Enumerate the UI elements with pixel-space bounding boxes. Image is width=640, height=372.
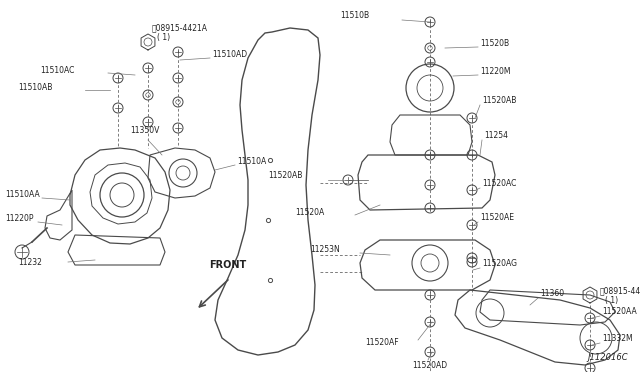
Text: 11520AB: 11520AB <box>482 96 516 105</box>
Text: 11510AB: 11510AB <box>18 83 52 92</box>
Text: 11254: 11254 <box>484 131 508 140</box>
Text: 11520AF: 11520AF <box>365 338 399 347</box>
Text: Ⓧ08915-4421A: Ⓧ08915-4421A <box>600 286 640 295</box>
Text: 11520AB: 11520AB <box>268 171 302 180</box>
Text: 11520AG: 11520AG <box>482 259 517 268</box>
Text: 11520AE: 11520AE <box>480 213 514 222</box>
Text: 11220M: 11220M <box>480 67 511 76</box>
Text: 11510B: 11510B <box>340 11 369 20</box>
Text: 11520AC: 11520AC <box>482 179 516 188</box>
Text: 11332M: 11332M <box>602 334 632 343</box>
Text: 11520AD: 11520AD <box>412 361 447 370</box>
Text: Ⓧ08915-4421A: Ⓧ08915-4421A <box>152 23 208 32</box>
Text: 11253N: 11253N <box>310 245 340 254</box>
Text: J112016C: J112016C <box>588 353 628 362</box>
Text: 11510AC: 11510AC <box>40 66 74 75</box>
Text: 11510A: 11510A <box>237 157 266 166</box>
Text: FRONT: FRONT <box>209 260 246 270</box>
Text: 11520B: 11520B <box>480 39 509 48</box>
Text: ( 1): ( 1) <box>157 33 170 42</box>
Text: 11520AA: 11520AA <box>602 307 637 316</box>
Text: ( 1): ( 1) <box>605 296 618 305</box>
Text: 11360: 11360 <box>540 289 564 298</box>
Text: 11510AA: 11510AA <box>5 190 40 199</box>
Text: 11510AD: 11510AD <box>212 50 247 59</box>
Text: 11520A: 11520A <box>295 208 324 217</box>
Text: 11220P: 11220P <box>5 214 33 223</box>
Text: 11232: 11232 <box>18 258 42 267</box>
Text: 11350V: 11350V <box>130 126 159 135</box>
